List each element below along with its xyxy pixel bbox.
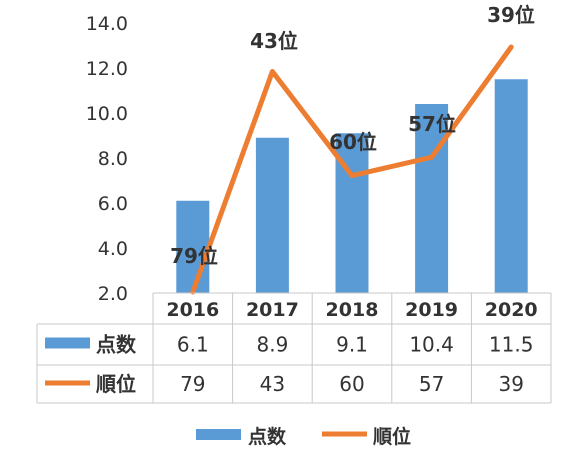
table-score-cell: 8.9: [256, 333, 288, 357]
y-tick-label: 2.0: [98, 283, 128, 305]
legend: 点数 順位: [196, 425, 411, 448]
legend-rank-label: 順位: [373, 425, 411, 448]
table-year-header: 2017: [246, 299, 299, 321]
y-axis-ticks: 2.0 4.0 6.0 8.0 10.0 12.0 14.0: [86, 13, 128, 305]
table-year-header: 2019: [405, 299, 458, 321]
data-table: 2016 2017 2018 2019 2020 点数 6.1 8.9 9.1 10.4 11.5 順…: [36, 292, 552, 404]
rank-data-labels: 79位 43位 60位 57位 39位: [170, 3, 535, 268]
rank-data-label: 60位: [329, 130, 377, 154]
legend-score-label: 点数: [248, 425, 287, 448]
table-rank-cell: 43: [260, 372, 285, 396]
bar-2016: [176, 200, 210, 293]
y-tick-label: 4.0: [98, 238, 128, 260]
legend-score-key: [196, 429, 241, 440]
rank-data-label: 39位: [487, 3, 535, 27]
y-tick-label: 10.0: [86, 103, 128, 125]
rank-data-label: 57位: [408, 112, 456, 136]
rank-line-layer: [190, 44, 514, 295]
table-score-cell: 9.1: [336, 333, 368, 357]
y-tick-label: 14.0: [86, 13, 128, 35]
table-rank-label: 順位: [96, 372, 136, 396]
table-rank-cell: 79: [180, 372, 205, 396]
table-rank-cell: 57: [419, 372, 444, 396]
y-tick-label: 12.0: [86, 58, 128, 80]
table-year-header: 2018: [326, 299, 379, 321]
table-score-label: 点数: [96, 333, 137, 357]
bar-2017: [255, 137, 289, 293]
table-rank-cell: 60: [339, 372, 364, 396]
table-score-cell: 11.5: [489, 333, 534, 357]
table-score-cell: 10.4: [409, 333, 454, 357]
table-score-key: [45, 337, 90, 349]
table-rank-cell: 39: [498, 372, 523, 396]
table-year-header: 2016: [166, 299, 219, 321]
bar-2020: [494, 79, 528, 293]
rank-data-label: 79位: [170, 244, 218, 268]
table-score-cell: 6.1: [177, 333, 209, 357]
y-tick-label: 6.0: [98, 193, 128, 215]
table-year-header: 2020: [485, 299, 538, 321]
bar-2019: [415, 104, 449, 293]
y-tick-label: 8.0: [98, 148, 128, 170]
rank-data-label: 43位: [250, 29, 298, 53]
bars: [176, 79, 528, 293]
